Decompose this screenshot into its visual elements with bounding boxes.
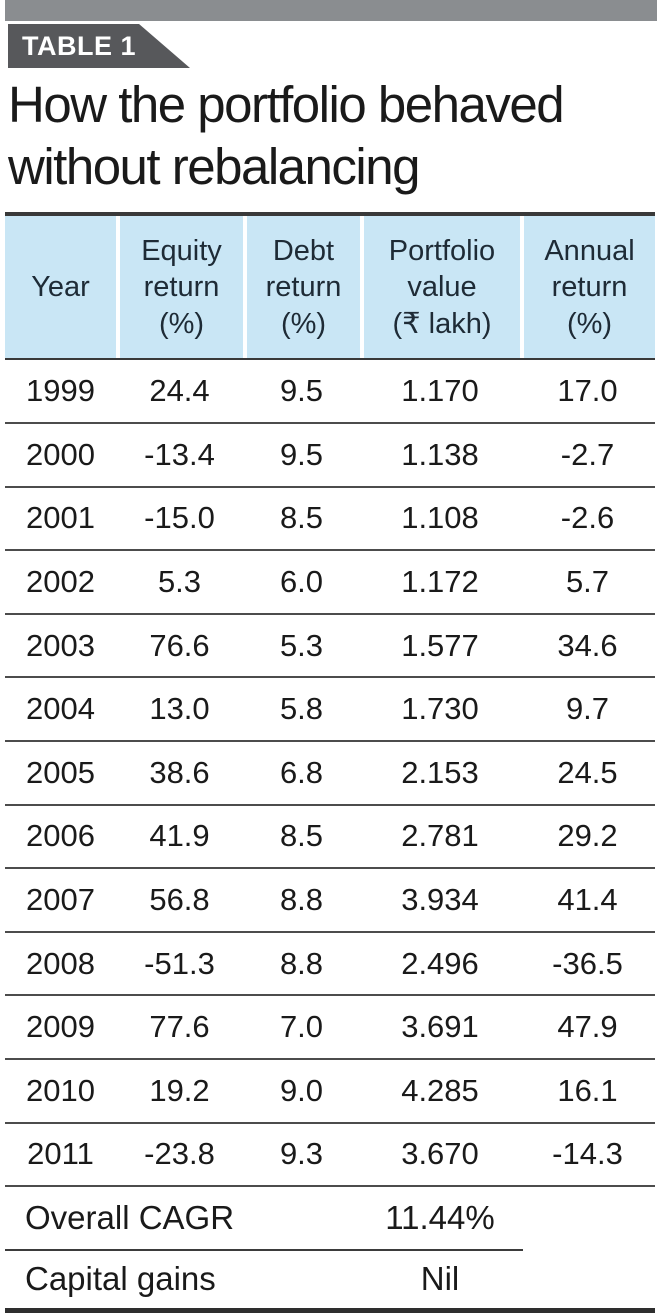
- column-header-portfolio-value: Portfolio value (₹ lakh): [360, 216, 520, 359]
- portfolio-value-cell: 1.730: [401, 691, 479, 727]
- debt-return-cell: 5.3: [279, 627, 324, 663]
- year-cell: 1999: [26, 373, 95, 409]
- portfolio-value-cell: 1.108: [401, 500, 479, 536]
- table-row: 2003 76.6 5.3 1.577 34.6: [5, 615, 655, 679]
- debt-return-cell: 9.5: [279, 436, 324, 472]
- annual-return-cell: -36.5: [552, 945, 623, 981]
- year-cell: 2010: [26, 1072, 95, 1108]
- table-row: 2002 5.3 6.0 1.172 5.7: [5, 551, 655, 615]
- annual-return-cell: 17.0: [557, 373, 618, 409]
- year-cell: 2001: [26, 500, 95, 536]
- table-body: 1999 24.4 9.5 1.170 17.0 2000 -13.4 9.5 …: [5, 360, 655, 1188]
- portfolio-value-cell: 1.172: [401, 564, 479, 600]
- column-header-equity-return: Equity return (%): [116, 216, 243, 359]
- equity-return-cell: 38.6: [149, 754, 210, 790]
- equity-return-cell: 5.3: [157, 564, 202, 600]
- annual-return-cell: 34.6: [557, 627, 618, 663]
- equity-return-cell: 13.0: [149, 691, 210, 727]
- year-cell: 2004: [26, 691, 95, 727]
- annual-return-cell: -2.6: [560, 500, 615, 536]
- equity-return-cell: 24.4: [149, 373, 210, 409]
- summary-divider-rule: [5, 1249, 523, 1252]
- annual-return-cell: 9.7: [565, 691, 610, 727]
- debt-return-cell: 9.5: [279, 373, 324, 409]
- column-header-annual-return: Annual return (%): [520, 216, 655, 359]
- debt-return-cell: 9.0: [279, 1072, 324, 1108]
- table-row: 2009 77.6 7.0 3.691 47.9: [5, 996, 655, 1060]
- portfolio-value-cell: 2.781: [401, 818, 479, 854]
- year-cell: 2000: [26, 436, 95, 472]
- equity-return-cell: -15.0: [144, 500, 215, 536]
- table-row: 2008 -51.3 8.8 2.496 -36.5: [5, 933, 655, 997]
- annual-return-cell: 29.2: [557, 818, 618, 854]
- equity-return-cell: 77.6: [149, 1009, 210, 1045]
- portfolio-value-cell: 2.496: [401, 945, 479, 981]
- equity-return-cell: 41.9: [149, 818, 210, 854]
- summary-row-overall-cagr: Overall CAGR 11.44%: [5, 1187, 655, 1249]
- equity-return-cell: 56.8: [149, 881, 210, 917]
- table-row: 2004 13.0 5.8 1.730 9.7: [5, 678, 655, 742]
- debt-return-cell: 9.3: [279, 1136, 324, 1172]
- debt-return-cell: 8.8: [279, 881, 324, 917]
- table-header-row: Year Equity return (%) Debt return (%) P…: [5, 212, 655, 361]
- table-bottom-border: [5, 1308, 655, 1313]
- portfolio-value-cell: 1.170: [401, 373, 479, 409]
- annual-return-cell: 5.7: [565, 564, 610, 600]
- annual-return-cell: -14.3: [552, 1136, 623, 1172]
- debt-return-cell: 6.0: [279, 564, 324, 600]
- capital-gains-value: Nil: [420, 1260, 460, 1298]
- debt-return-cell: 6.8: [279, 754, 324, 790]
- debt-return-cell: 8.5: [279, 818, 324, 854]
- annual-return-cell: -2.7: [560, 436, 615, 472]
- portfolio-value-cell: 3.934: [401, 881, 479, 917]
- table-row: 2001 -15.0 8.5 1.108 -2.6: [5, 488, 655, 552]
- equity-return-cell: -51.3: [144, 945, 215, 981]
- summary-row-capital-gains: Capital gains Nil: [5, 1251, 655, 1307]
- year-cell: 2007: [26, 881, 95, 917]
- year-cell: 2008: [26, 945, 95, 981]
- portfolio-value-cell: 2.153: [401, 754, 479, 790]
- equity-return-cell: -23.8: [144, 1136, 215, 1172]
- portfolio-value-cell: 1.138: [401, 436, 479, 472]
- table-row: 2007 56.8 8.8 3.934 41.4: [5, 869, 655, 933]
- table-row: 2011 -23.8 9.3 3.670 -14.3: [5, 1124, 655, 1188]
- column-header-debt-return: Debt return (%): [243, 216, 360, 359]
- column-header-year: Year: [31, 271, 90, 304]
- year-cell: 2011: [27, 1136, 94, 1172]
- table-row: 2010 19.2 9.0 4.285 16.1: [5, 1060, 655, 1124]
- equity-return-cell: 19.2: [149, 1072, 210, 1108]
- annual-return-cell: 41.4: [557, 881, 618, 917]
- overall-cagr-value: 11.44%: [385, 1199, 495, 1237]
- portfolio-table: Year Equity return (%) Debt return (%) P…: [5, 212, 655, 1313]
- year-cell: 2009: [26, 1009, 95, 1045]
- equity-return-cell: 76.6: [149, 627, 210, 663]
- debt-return-cell: 5.8: [279, 691, 324, 727]
- portfolio-value-cell: 1.577: [401, 627, 479, 663]
- equity-return-cell: -13.4: [144, 436, 215, 472]
- top-divider-bar: [5, 0, 657, 21]
- page-title: How the portfolio behaved without rebala…: [8, 76, 565, 196]
- table-number-label: TABLE 1: [22, 30, 137, 61]
- debt-return-cell: 8.8: [279, 945, 324, 981]
- year-cell: 2005: [26, 754, 95, 790]
- debt-return-cell: 8.5: [279, 500, 324, 536]
- overall-cagr-label: Overall CAGR: [25, 1199, 235, 1237]
- portfolio-value-cell: 4.285: [401, 1072, 479, 1108]
- table-row: 2005 38.6 6.8 2.153 24.5: [5, 742, 655, 806]
- table-row: 1999 24.4 9.5 1.170 17.0: [5, 360, 655, 425]
- table-row: 2000 -13.4 9.5 1.138 -2.7: [5, 424, 655, 488]
- debt-return-cell: 7.0: [279, 1009, 324, 1045]
- table-row: 2006 41.9 8.5 2.781 29.2: [5, 806, 655, 870]
- year-cell: 2006: [26, 818, 95, 854]
- table-number-badge: TABLE 1: [8, 24, 190, 68]
- year-cell: 2002: [26, 564, 95, 600]
- portfolio-value-cell: 3.670: [401, 1136, 479, 1172]
- annual-return-cell: 24.5: [557, 754, 618, 790]
- capital-gains-label: Capital gains: [25, 1260, 216, 1298]
- year-cell: 2003: [26, 627, 95, 663]
- portfolio-value-cell: 3.691: [401, 1009, 479, 1045]
- annual-return-cell: 16.1: [557, 1072, 618, 1108]
- annual-return-cell: 47.9: [557, 1009, 618, 1045]
